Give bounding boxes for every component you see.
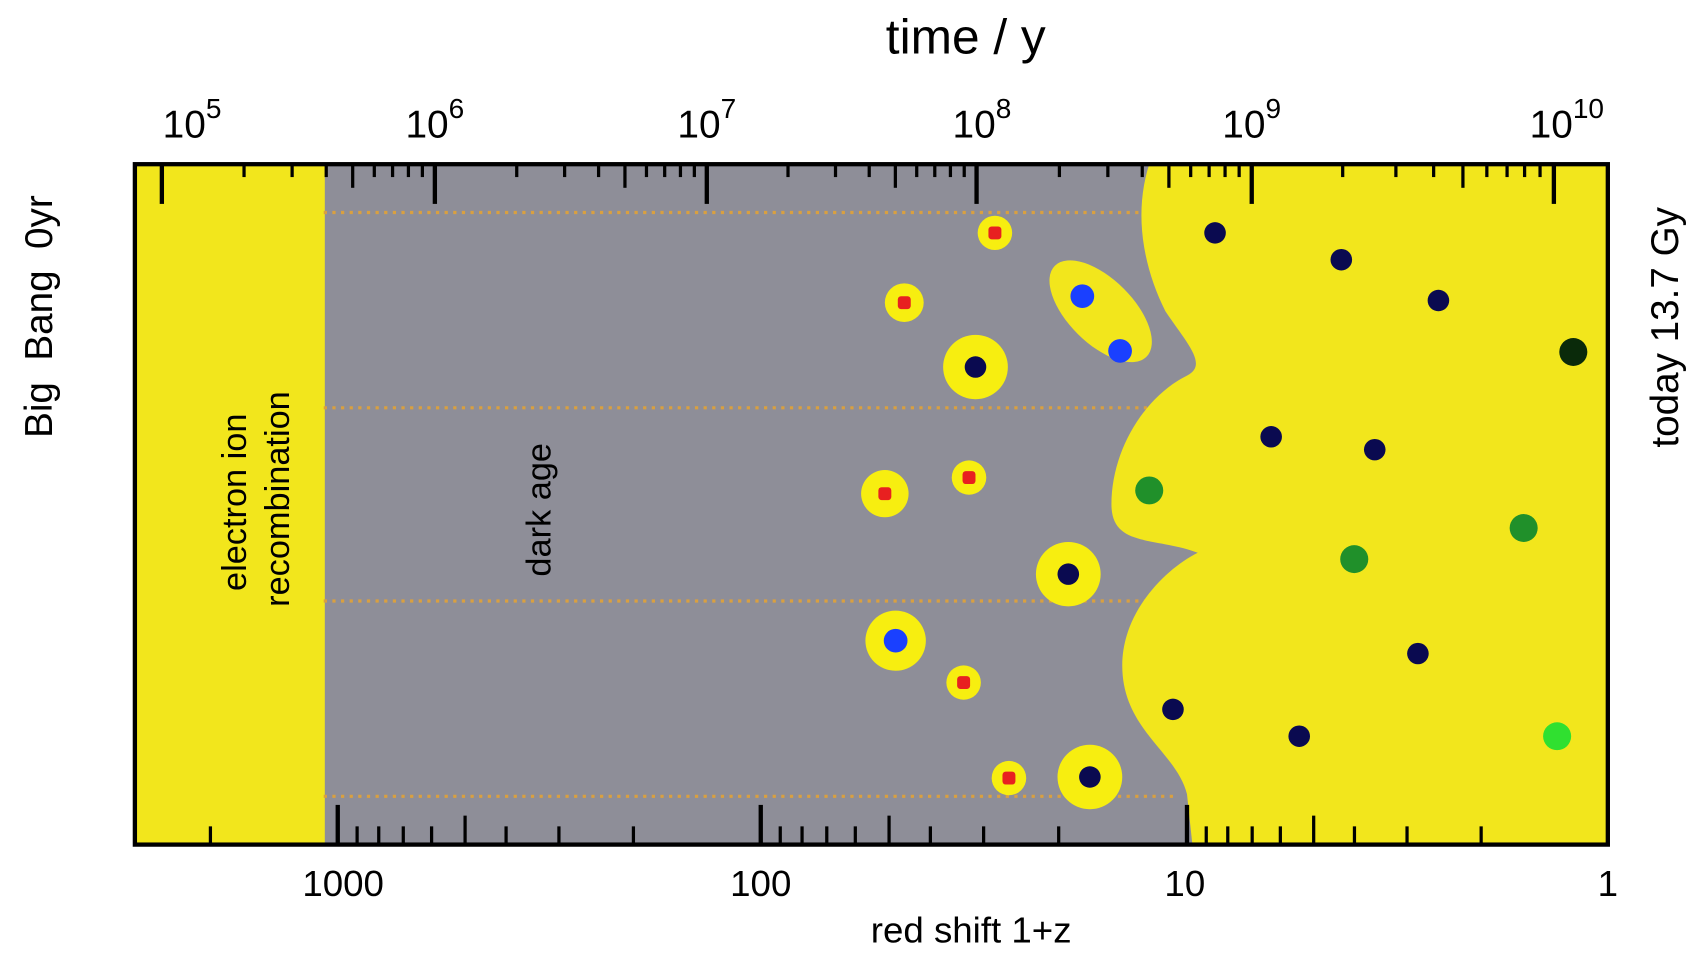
tick-base: 10 xyxy=(1222,103,1265,146)
region-label: electron ion xyxy=(216,414,254,591)
tick-exponent: 8 xyxy=(996,93,1012,124)
top-tick-label: 106 xyxy=(405,93,464,146)
object xyxy=(1162,698,1184,721)
top-tick-labels: 105 106 107 108 109 1010 xyxy=(163,93,1604,146)
object xyxy=(1407,642,1429,665)
object xyxy=(1079,766,1101,788)
region-label: dark age xyxy=(520,443,558,577)
tick-exponent: 7 xyxy=(721,93,737,124)
top-tick-label: 109 xyxy=(1222,93,1281,146)
bottom-tick-label: 1000 xyxy=(302,863,384,904)
object xyxy=(1204,222,1226,244)
object xyxy=(1260,426,1282,448)
object xyxy=(964,356,987,378)
ticks xyxy=(159,164,1557,845)
plot-frame xyxy=(132,162,1610,847)
object xyxy=(1108,339,1132,363)
object xyxy=(988,226,1002,240)
bottom-tick-labels: 1000 100 10 1 xyxy=(302,863,1618,904)
object xyxy=(1330,248,1353,271)
object xyxy=(1559,338,1588,366)
galaxy-era-region xyxy=(1111,164,1608,845)
object xyxy=(883,628,908,653)
tick-base: 10 xyxy=(1530,103,1573,146)
tick-exponent: 9 xyxy=(1266,93,1282,124)
object xyxy=(1002,771,1016,785)
bottom-axis-title: red shift 1+z xyxy=(871,909,1072,950)
tick-base: 10 xyxy=(953,103,996,146)
bottom-tick-label: 1 xyxy=(1598,863,1618,904)
tick-base: 10 xyxy=(163,103,206,146)
object xyxy=(897,296,911,310)
top-tick-label: 105 xyxy=(163,93,222,146)
left-label: Big Bang 0yr xyxy=(18,195,61,438)
object xyxy=(957,676,971,689)
bottom-tick-label: 10 xyxy=(1164,863,1205,904)
top-tick-label: 1010 xyxy=(1530,93,1604,146)
object xyxy=(962,471,976,485)
tick-exponent: 10 xyxy=(1573,93,1604,124)
object xyxy=(1340,545,1369,574)
object xyxy=(1057,563,1080,585)
tick-exponent: 6 xyxy=(449,93,465,124)
objects xyxy=(861,215,1588,810)
object xyxy=(878,487,892,501)
object xyxy=(1070,284,1095,309)
object xyxy=(1363,438,1386,461)
tick-base: 10 xyxy=(405,103,448,146)
object xyxy=(1135,476,1164,505)
object xyxy=(1509,514,1538,542)
region-label: recombination xyxy=(259,391,297,607)
recombination-region xyxy=(134,164,325,845)
object xyxy=(1543,722,1572,751)
tick-exponent: 5 xyxy=(206,93,222,124)
top-axis-title: time / y xyxy=(886,10,1046,65)
object xyxy=(1427,289,1450,312)
right-label: today 13.7 Gy xyxy=(1644,206,1687,447)
tick-base: 10 xyxy=(677,103,720,146)
halo xyxy=(1049,260,1152,363)
dotted-lines xyxy=(323,210,1177,798)
bottom-tick-label: 100 xyxy=(730,863,791,904)
top-tick-label: 108 xyxy=(953,93,1012,146)
object xyxy=(1288,725,1311,747)
top-tick-label: 107 xyxy=(677,93,736,146)
